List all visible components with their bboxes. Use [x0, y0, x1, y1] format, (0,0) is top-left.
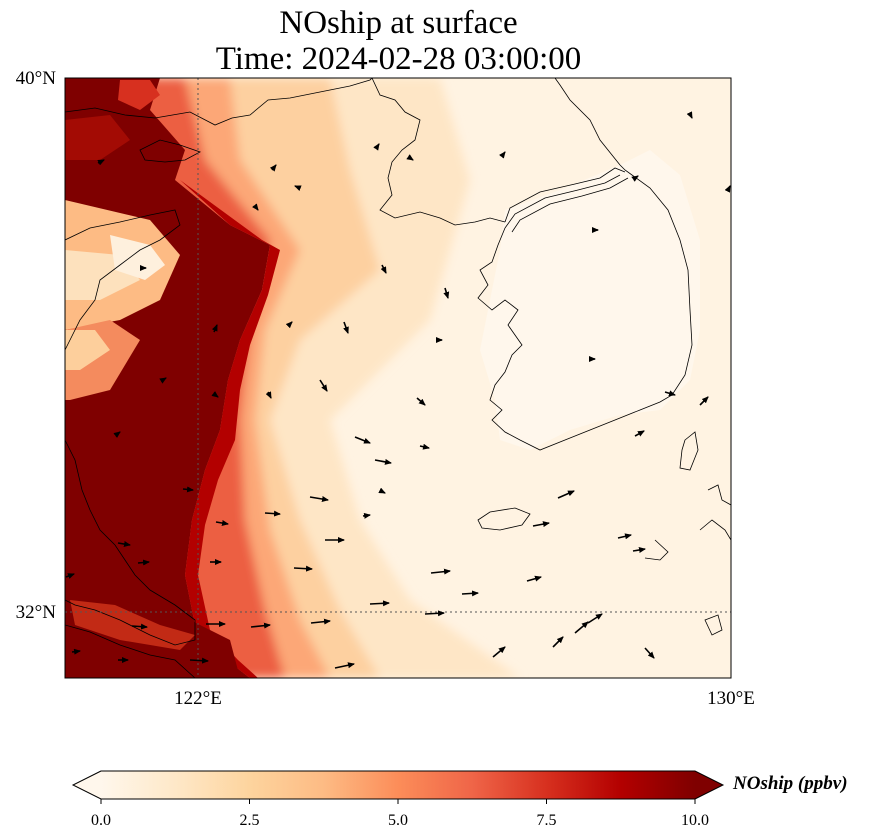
map-title: NOship at surface [279, 5, 518, 41]
wind-arrow [552, 636, 564, 648]
wind-arrow [215, 520, 229, 526]
wind-arrow [354, 436, 371, 444]
coastline-liaodong [65, 78, 373, 126]
colorbar-tick-5: 5.0 [388, 812, 408, 829]
colorbar-tick-10: 10.0 [681, 812, 709, 829]
map-frame [64, 77, 732, 679]
wind-arrow [334, 662, 355, 669]
wind-arrow [182, 486, 194, 493]
wind-arrow [664, 390, 676, 397]
wind-arrow [159, 377, 167, 384]
wind-arrow [406, 154, 414, 161]
wind-arrow [362, 512, 371, 519]
wind-arrow [113, 431, 121, 438]
wind-arrow [265, 391, 272, 399]
wind-arrow [380, 264, 387, 274]
lon-label-122e: 122°E [174, 688, 222, 709]
wind-arrow [419, 443, 430, 450]
lat-label-40n: 40°N [16, 68, 57, 89]
wind-arrow [250, 622, 271, 629]
wind-arrow [686, 111, 693, 119]
colorbar-extend-low [73, 771, 101, 799]
wind-arrow [574, 621, 589, 634]
wind-arrow [369, 600, 390, 607]
coastlines [65, 78, 731, 678]
map-subtitle-time: Time: 2024-02-28 03:00:00 [215, 41, 582, 77]
colorbar-tick-7-5: 7.5 [537, 812, 557, 829]
wind-arrow [294, 185, 302, 192]
wind-arrow [526, 575, 542, 582]
wind-arrow [424, 610, 445, 617]
wind-arrow [137, 559, 150, 566]
colorbar-extend-high [695, 771, 723, 799]
lon-label-130e: 130°E [707, 688, 755, 709]
colorbar-label: NOship (ppbv) [732, 773, 848, 794]
wind-arrow [189, 657, 209, 664]
wind-arrow [293, 565, 313, 572]
wind-arrow [117, 541, 131, 547]
wind-arrow [252, 203, 259, 211]
wind-arrow [631, 175, 639, 182]
coastline-korea [477, 164, 693, 451]
wind-arrow [617, 533, 632, 540]
wind-arrow [211, 324, 218, 333]
wind-arrow [699, 396, 709, 406]
wind-arrow [634, 430, 645, 437]
wind-vectors [65, 111, 731, 669]
lat-label-32n: 32°N [16, 602, 57, 623]
colorbar: 0.0 2.5 5.0 7.5 10.0 NOship (ppbv) [71, 770, 848, 829]
coastline-jeju [477, 507, 531, 531]
wind-arrow [499, 151, 506, 159]
wind-arrow [416, 397, 426, 406]
wind-arrow [285, 321, 293, 329]
wind-arrow [264, 510, 281, 517]
plume-edge [180, 180, 280, 678]
wind-arrow [724, 185, 731, 193]
wind-arrow [269, 164, 277, 172]
wind-arrow [587, 613, 603, 624]
wind-arrow [378, 487, 386, 494]
concentration-field [65, 78, 731, 678]
colorbar-tick-0: 0.0 [91, 812, 111, 829]
wind-arrow [430, 568, 451, 575]
wind-arrow [492, 646, 506, 658]
wind-arrow [373, 143, 380, 151]
wind-arrow [309, 496, 329, 502]
wind-arrow [632, 547, 646, 553]
wind-arrow [97, 159, 105, 166]
wind-arrow [211, 391, 219, 398]
wind-arrow [644, 647, 655, 659]
colorbar-gradient [101, 771, 695, 799]
wind-arrow [310, 618, 331, 625]
wind-arrow [443, 287, 450, 299]
wind-arrow [461, 590, 479, 597]
wind-arrow [374, 458, 392, 465]
wind-arrow [131, 623, 148, 630]
coastline-china [65, 209, 181, 351]
wind-arrow [65, 573, 75, 579]
wind-arrow [343, 321, 349, 334]
wind-arrow [71, 648, 81, 655]
wind-arrow [532, 521, 550, 528]
wind-arrow [319, 379, 328, 392]
colorbar-tick-2-5: 2.5 [240, 812, 260, 829]
gridlines [65, 78, 731, 678]
wind-arrow [557, 490, 575, 499]
